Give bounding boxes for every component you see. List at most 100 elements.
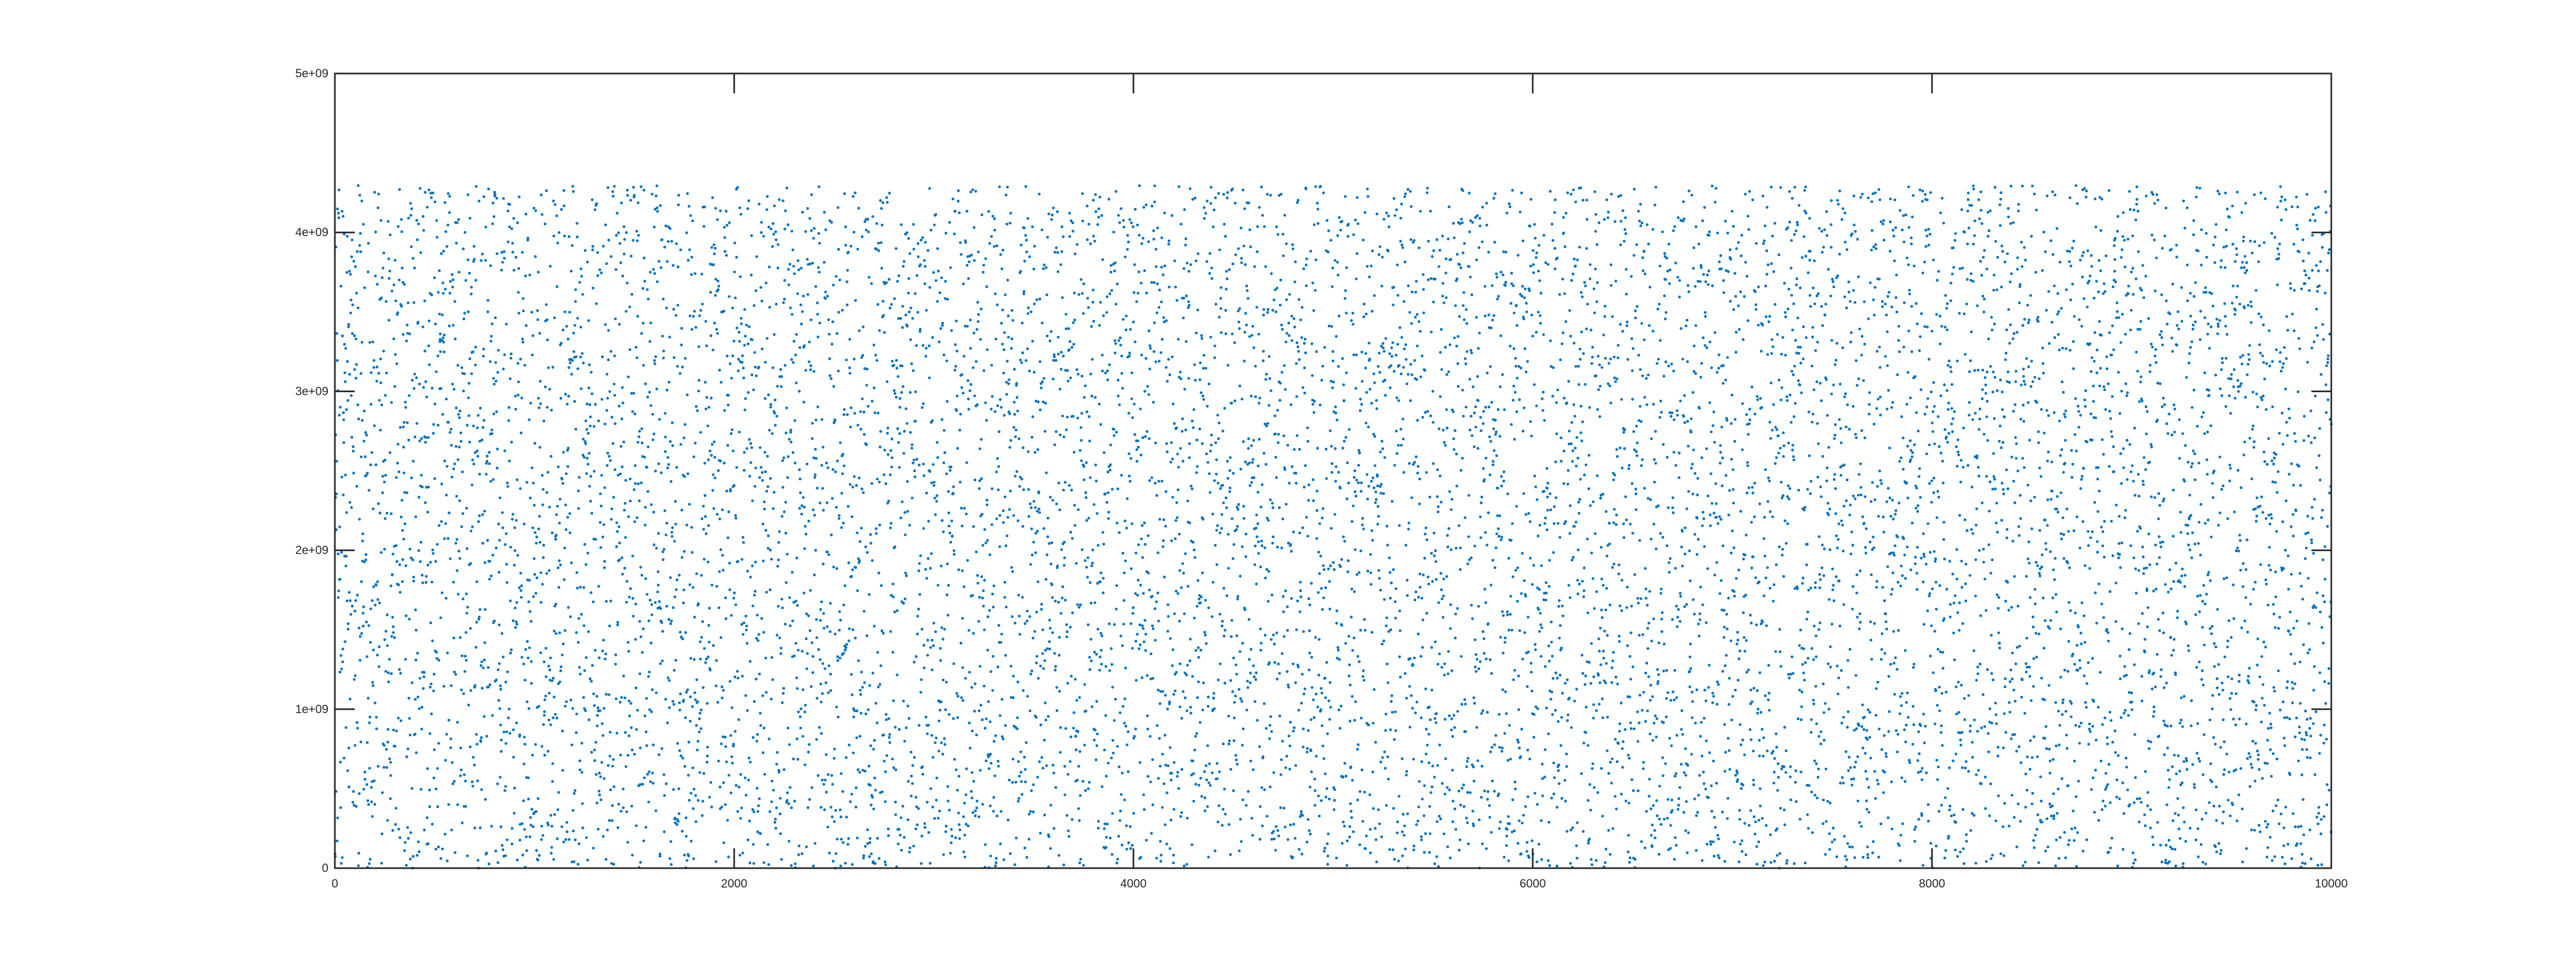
- data-point: [543, 698, 546, 701]
- data-point: [1070, 674, 1073, 678]
- data-point: [598, 521, 602, 524]
- data-point: [1102, 577, 1105, 580]
- data-point: [744, 694, 748, 697]
- data-point: [891, 359, 894, 363]
- data-point: [757, 365, 760, 369]
- data-point: [554, 603, 558, 606]
- data-point: [1044, 266, 1048, 269]
- data-point: [1008, 222, 1012, 225]
- data-point: [453, 337, 457, 341]
- data-point: [861, 325, 865, 328]
- data-point: [1046, 715, 1050, 718]
- data-point: [784, 532, 787, 535]
- data-point: [539, 571, 543, 574]
- data-point: [408, 332, 412, 335]
- data-point: [668, 380, 671, 384]
- data-point: [377, 192, 380, 196]
- data-point: [511, 251, 515, 254]
- data-point: [467, 414, 471, 417]
- data-point: [1115, 861, 1118, 865]
- data-point: [1184, 428, 1188, 431]
- data-point: [1019, 358, 1022, 362]
- data-point: [427, 436, 430, 439]
- data-point: [787, 840, 791, 843]
- data-point: [392, 631, 395, 634]
- data-point: [1137, 445, 1140, 449]
- data-point: [1298, 447, 1301, 451]
- data-point: [794, 862, 797, 865]
- data-point: [440, 520, 443, 523]
- data-point: [679, 443, 683, 446]
- data-point: [413, 435, 416, 439]
- data-point: [869, 541, 873, 545]
- data-point: [913, 469, 916, 473]
- data-point: [802, 295, 805, 298]
- data-point: [1260, 786, 1263, 789]
- data-point: [665, 605, 668, 608]
- data-point: [876, 303, 880, 306]
- data-point: [1222, 501, 1225, 504]
- data-point: [931, 639, 934, 642]
- data-point: [1046, 535, 1049, 538]
- data-point: [756, 613, 759, 617]
- data-point: [1135, 679, 1138, 682]
- data-point: [538, 406, 541, 409]
- data-point: [484, 798, 487, 801]
- data-point: [590, 680, 593, 683]
- data-point: [638, 430, 641, 433]
- data-point: [363, 777, 367, 781]
- data-point: [1203, 770, 1206, 773]
- data-point: [828, 664, 831, 667]
- data-point: [516, 362, 519, 365]
- data-point: [793, 654, 796, 657]
- data-point: [1107, 517, 1110, 520]
- data-point: [1231, 517, 1234, 520]
- data-point: [1208, 762, 1211, 765]
- data-point: [803, 710, 807, 714]
- data-point: [1099, 300, 1102, 304]
- data-point: [1208, 383, 1211, 386]
- data-point: [397, 470, 401, 474]
- data-point: [875, 247, 878, 251]
- data-point: [1149, 347, 1152, 350]
- data-point: [880, 584, 883, 587]
- data-point: [419, 560, 422, 563]
- data-point: [458, 445, 461, 449]
- data-point: [1223, 223, 1226, 226]
- data-point: [335, 839, 339, 842]
- data-point: [885, 754, 889, 757]
- data-point: [712, 473, 715, 476]
- data-point: [688, 583, 691, 586]
- data-point: [511, 619, 515, 622]
- data-point: [952, 197, 955, 201]
- data-point: [1093, 239, 1096, 243]
- data-point: [537, 705, 540, 708]
- data-point: [1297, 665, 1300, 669]
- data-point: [1172, 402, 1175, 406]
- data-point: [1274, 456, 1277, 459]
- data-point: [778, 770, 781, 774]
- data-point: [1180, 223, 1183, 226]
- data-point: [1259, 566, 1262, 569]
- data-point: [1236, 595, 1240, 598]
- data-point: [435, 651, 438, 654]
- data-point: [1310, 656, 1313, 659]
- data-point: [434, 560, 437, 563]
- data-point: [573, 860, 576, 863]
- data-point: [1251, 834, 1254, 837]
- data-point: [562, 840, 565, 843]
- data-point: [1221, 620, 1224, 623]
- data-point: [645, 466, 648, 469]
- data-point: [404, 406, 407, 409]
- data-point: [759, 711, 762, 715]
- data-point: [1051, 631, 1054, 634]
- data-point: [572, 190, 575, 193]
- data-point: [1172, 861, 1175, 864]
- data-point: [574, 300, 577, 303]
- data-point: [1108, 669, 1111, 672]
- data-point: [835, 567, 838, 570]
- data-point: [1226, 476, 1230, 480]
- data-point: [629, 500, 632, 503]
- data-point: [861, 768, 865, 772]
